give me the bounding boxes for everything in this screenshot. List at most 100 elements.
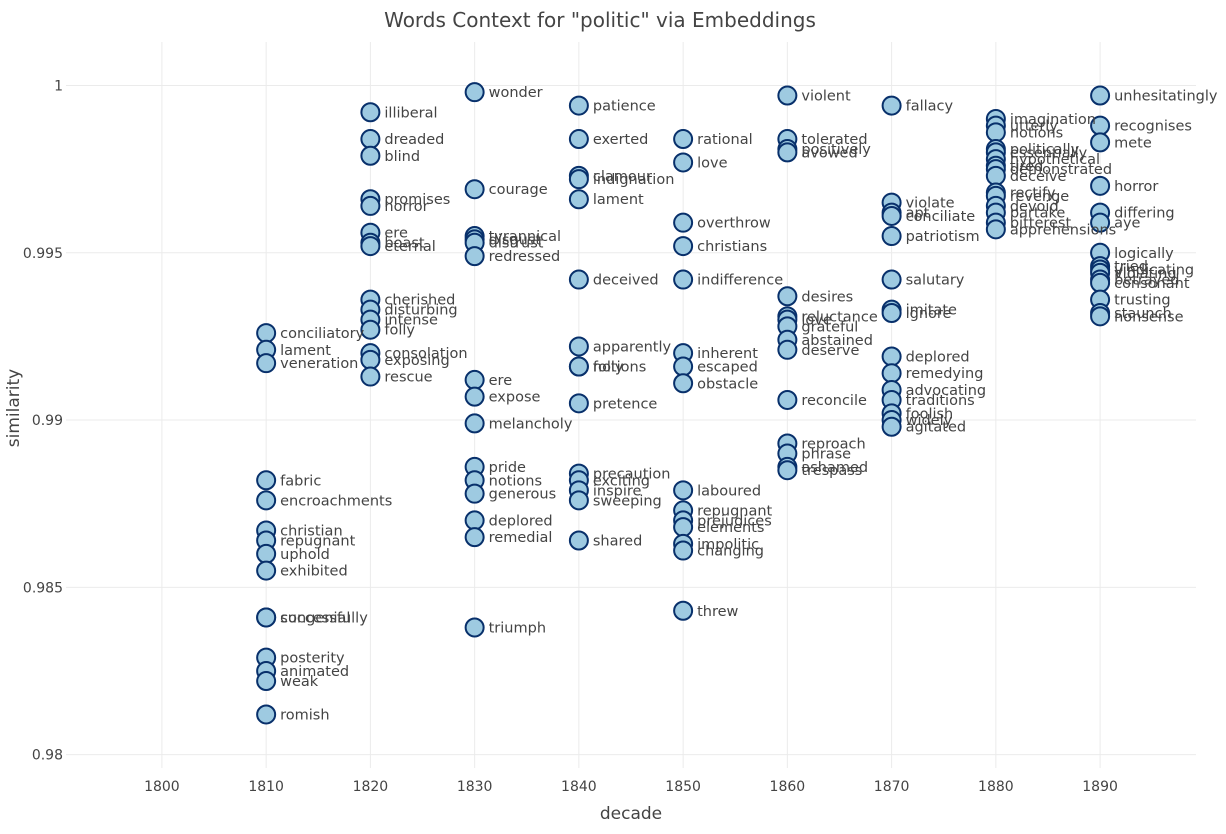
data-point <box>568 129 589 150</box>
data-point <box>673 129 694 150</box>
point-label: essentially <box>1010 145 1088 161</box>
point-label: dreaded <box>384 132 444 148</box>
point-label: indignation <box>593 172 675 188</box>
point-label: impolitic <box>697 537 759 553</box>
point-label: boast <box>384 236 425 252</box>
x-tick-label: 1810 <box>248 779 284 795</box>
data-point <box>568 95 589 116</box>
data-point <box>673 269 694 290</box>
point-label: vindicating <box>1114 263 1194 279</box>
point-label: love <box>697 155 727 171</box>
y-tick-label: 0.985 <box>23 580 63 596</box>
point-label: folly <box>593 360 624 376</box>
data-point <box>1090 272 1111 293</box>
data-point <box>1090 306 1111 327</box>
point-label: rational <box>697 132 753 148</box>
point-label: phrase <box>801 447 851 463</box>
x-tick-label: 1860 <box>770 779 806 795</box>
point-label: remedial <box>489 530 553 546</box>
point-label: melancholy <box>489 416 573 432</box>
data-point <box>464 510 485 531</box>
point-label: mete <box>1114 135 1152 151</box>
data-point <box>464 617 485 638</box>
data-point <box>568 490 589 511</box>
point-label: advocating <box>906 383 987 399</box>
point-label: prejudices <box>697 513 772 529</box>
data-point <box>673 480 694 501</box>
point-label: widely <box>906 413 953 429</box>
x-tick-label: 1890 <box>1082 779 1118 795</box>
point-label: eternal <box>384 239 435 255</box>
data-point <box>777 142 798 163</box>
point-label: repugnant <box>697 503 772 519</box>
point-label: logically <box>1114 246 1174 262</box>
point-label: christians <box>697 239 767 255</box>
point-label: trespass <box>801 463 862 479</box>
point-label: cherished <box>384 293 455 309</box>
point-label: betrayed <box>1114 273 1179 289</box>
data-point <box>568 269 589 290</box>
point-label: violent <box>801 89 851 105</box>
x-tick-label: 1840 <box>561 779 597 795</box>
point-label: tried <box>1114 259 1148 275</box>
point-label: hypothetical <box>1010 152 1100 168</box>
point-label: elements <box>697 520 764 536</box>
point-label: romish <box>280 707 329 723</box>
point-label: blind <box>384 149 420 165</box>
data-point <box>881 205 902 226</box>
data-point <box>360 129 381 150</box>
point-label: notions <box>1010 125 1063 141</box>
point-label: successfully <box>280 610 368 626</box>
data-point <box>256 323 277 344</box>
point-label: avowed <box>801 145 857 161</box>
point-label: threw <box>697 604 738 620</box>
x-axis-title: decade <box>600 804 662 824</box>
point-label: triumph <box>489 620 546 636</box>
data-point <box>464 413 485 434</box>
data-point <box>673 236 694 257</box>
point-label: deceive <box>1010 169 1067 185</box>
data-point <box>256 704 277 725</box>
point-label: partake <box>1010 206 1066 222</box>
data-point <box>673 517 694 538</box>
point-label: imitate <box>906 303 957 319</box>
point-label: foolish <box>906 406 954 422</box>
data-point <box>464 483 485 504</box>
point-label: promises <box>384 192 450 208</box>
point-label: differing <box>1114 206 1175 222</box>
data-point <box>360 145 381 166</box>
point-label: obstacle <box>697 376 758 392</box>
point-label: deplored <box>906 349 970 365</box>
point-label: apt <box>906 206 930 222</box>
point-label: notions <box>489 473 542 489</box>
data-point <box>777 460 798 481</box>
point-label: inherent <box>697 346 758 362</box>
point-label: escaped <box>697 360 758 376</box>
point-label: reluctance <box>801 309 877 325</box>
point-label: devoid <box>1010 199 1059 215</box>
point-label: repugnant <box>280 533 355 549</box>
data-point <box>464 369 485 390</box>
point-label: changing <box>697 544 764 560</box>
data-point <box>568 356 589 377</box>
point-label: imagination <box>1010 112 1096 128</box>
point-label: courage <box>489 182 548 198</box>
point-label: inspire <box>593 483 642 499</box>
data-point <box>256 671 277 692</box>
point-label: demonstrated <box>1010 162 1112 178</box>
chart-title: Words Context for "politic" via Embeddin… <box>384 8 816 32</box>
point-label: deplored <box>489 513 553 529</box>
data-point <box>985 165 1006 186</box>
point-label: desires <box>801 289 853 305</box>
data-point <box>1090 132 1111 153</box>
point-label: violate <box>906 196 955 212</box>
point-label: exhibited <box>280 564 348 580</box>
point-label: positively <box>801 142 871 158</box>
point-label: horror <box>384 199 428 215</box>
point-label: redressed <box>489 249 561 265</box>
y-tick-label: 0.99 <box>32 413 63 429</box>
point-label: disturbing <box>384 303 457 319</box>
point-label: clamour <box>593 169 652 185</box>
point-label: sweeping <box>593 493 662 509</box>
